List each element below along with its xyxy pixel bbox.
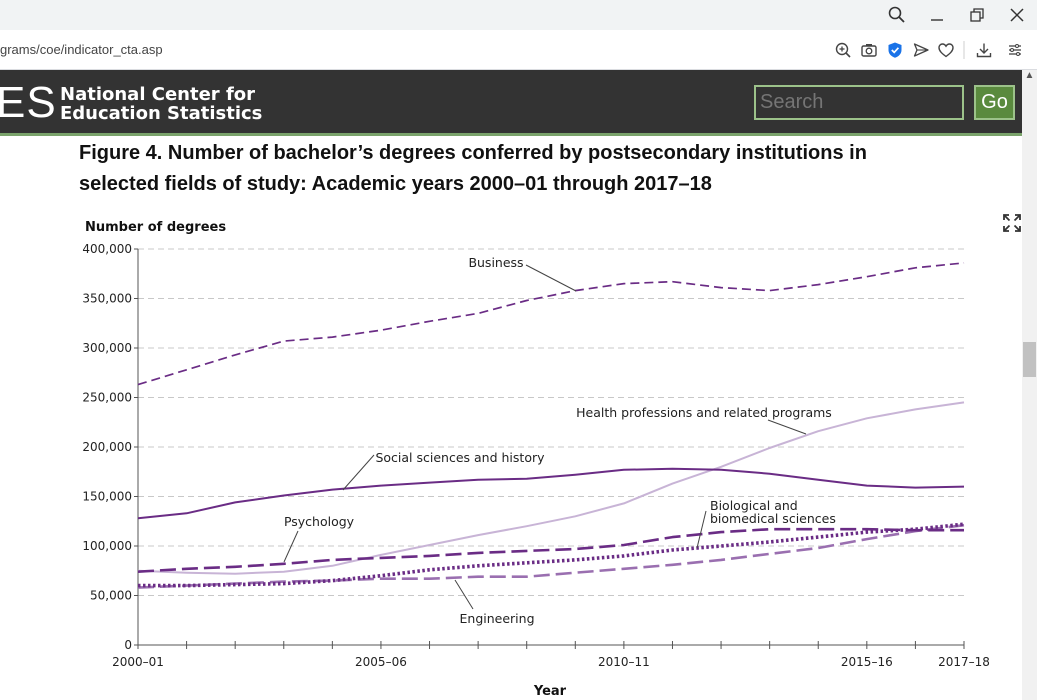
annotation-label: biomedical sciences	[710, 511, 836, 526]
site-header: ES National Center for Education Statist…	[0, 70, 1022, 136]
search-input[interactable]	[754, 85, 964, 120]
y-tick-label: 0	[124, 638, 132, 652]
line-chart: Number of degrees 0 50,000 100,000 150,000 2…	[82, 220, 990, 699]
zoom-in-icon[interactable]	[834, 41, 852, 59]
heart-icon[interactable]	[937, 41, 955, 59]
y-axis-title: Number of degrees	[85, 220, 226, 235]
page-scrollbar[interactable]	[1022, 70, 1037, 700]
y-tick-label: 150,000	[82, 490, 132, 504]
url-field[interactable]: grams/coe/indicator_cta.asp	[0, 42, 163, 57]
series-line-biological-and-biomedical-sciences	[138, 522, 965, 588]
annotation-label: Psychology	[284, 514, 355, 529]
y-tick-label: 200,000	[82, 440, 132, 454]
org-name[interactable]: National Center for Education Statistics	[60, 85, 262, 123]
y-tick-label: 400,000	[82, 242, 132, 256]
annotation-label: Health professions and related programs	[576, 405, 832, 420]
org-name-line2: Education Statistics	[60, 103, 263, 124]
annotation-label: Social sciences and history	[375, 450, 545, 465]
shield-check-icon[interactable]	[886, 41, 904, 59]
browser-titlebar	[0, 0, 1037, 30]
org-name-line1: National Center for	[60, 84, 256, 105]
annotation-label: Business	[468, 255, 523, 270]
annotation-leader	[525, 264, 577, 292]
restore-icon[interactable]	[967, 5, 987, 25]
annotation-label: Engineering	[460, 611, 535, 626]
figure-title: Figure 4. Number of bachelor’s degrees c…	[79, 142, 867, 195]
y-tick-label: 300,000	[82, 341, 132, 355]
annotation-label: Biological and	[710, 498, 798, 513]
search-icon[interactable]	[887, 5, 907, 25]
y-tick-label: 350,000	[82, 292, 132, 306]
scroll-up-arrow[interactable]: ▲	[1024, 70, 1035, 81]
y-tick-label: 50,000	[90, 589, 132, 603]
x-tick-label: 2015–16	[841, 655, 893, 669]
expand-icon[interactable]	[1002, 213, 1022, 233]
series-line-social-sciences-and-history	[137, 467, 965, 520]
series-line-psychology	[137, 527, 964, 573]
scrollbar-thumb[interactable]	[1023, 342, 1036, 377]
y-tick-label: 100,000	[82, 539, 132, 553]
download-icon[interactable]	[975, 41, 993, 59]
close-icon[interactable]	[1007, 5, 1027, 25]
camera-icon[interactable]	[860, 41, 878, 59]
y-tick-label: 250,000	[82, 391, 132, 405]
annotation-leader	[767, 419, 807, 435]
x-tick-label: 2010–11	[598, 655, 650, 669]
address-bar: grams/coe/indicator_cta.asp	[0, 30, 1037, 70]
minimize-icon[interactable]	[927, 5, 947, 25]
annotation-leader	[342, 454, 375, 491]
toolbar-divider	[963, 41, 965, 59]
x-tick-label: 2005–06	[355, 655, 407, 669]
series-line-engineering	[137, 523, 965, 589]
x-tick-label: 2000–01	[112, 655, 164, 669]
annotation-leader	[454, 579, 474, 610]
series-line-business	[137, 262, 965, 386]
send-icon[interactable]	[912, 41, 930, 59]
annotation-leader	[283, 530, 299, 563]
x-tick-label: 2017–18	[938, 655, 990, 669]
menu-icon[interactable]	[1006, 41, 1024, 59]
site-logo[interactable]: ES	[0, 78, 57, 127]
x-axis-title: Year	[533, 684, 567, 699]
annotation-leader	[696, 510, 707, 549]
series-line-health-professions-and-related-programs	[137, 401, 965, 575]
go-button[interactable]: Go	[974, 85, 1015, 120]
